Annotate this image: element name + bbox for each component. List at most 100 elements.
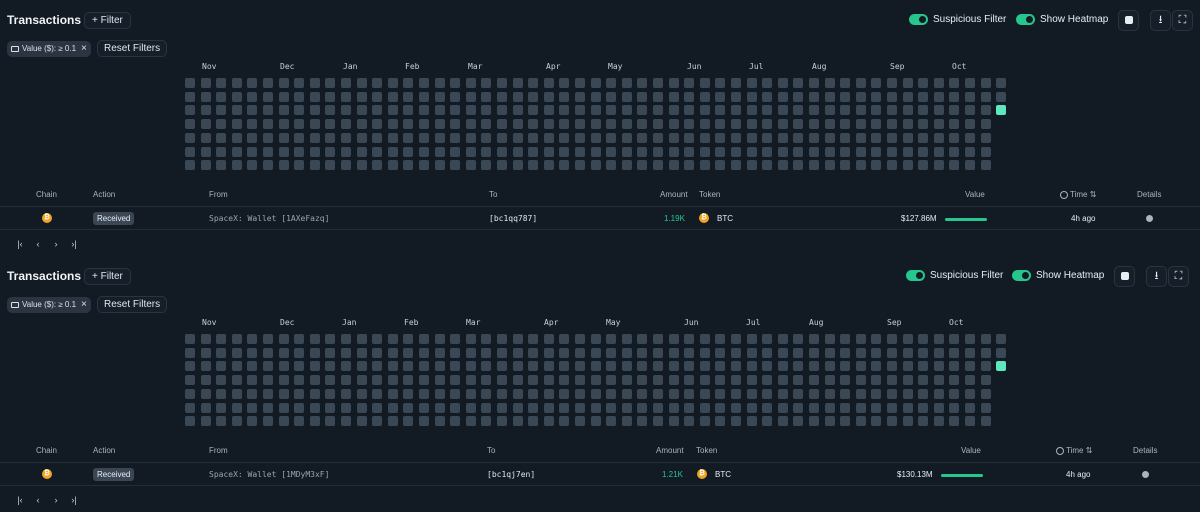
heatmap-cell[interactable] bbox=[871, 347, 882, 358]
heatmap-cell[interactable] bbox=[668, 132, 679, 143]
heatmap-cell[interactable] bbox=[200, 105, 211, 116]
heatmap-cell[interactable] bbox=[715, 160, 726, 171]
heatmap-cell[interactable] bbox=[621, 105, 632, 116]
heatmap-cell[interactable] bbox=[621, 402, 632, 413]
details-icon[interactable] bbox=[1146, 215, 1153, 222]
heatmap-cell[interactable] bbox=[528, 160, 539, 171]
heatmap-cell[interactable] bbox=[965, 146, 975, 157]
heatmap-cell[interactable] bbox=[965, 388, 975, 399]
heatmap-cell[interactable] bbox=[294, 91, 305, 102]
heatmap-cell[interactable] bbox=[949, 334, 960, 344]
heatmap-cell[interactable] bbox=[653, 402, 663, 413]
heatmap-cell[interactable] bbox=[746, 132, 757, 143]
heatmap-cell[interactable] bbox=[403, 146, 414, 157]
heatmap-cell[interactable] bbox=[621, 119, 632, 130]
heatmap-cell[interactable] bbox=[528, 416, 539, 427]
heatmap-cell[interactable] bbox=[824, 119, 835, 130]
heatmap-cell[interactable] bbox=[809, 146, 819, 157]
download-button[interactable]: ⭳ bbox=[1150, 10, 1171, 31]
heatmap-cell[interactable] bbox=[684, 334, 695, 344]
heatmap-cell[interactable] bbox=[465, 347, 476, 358]
heatmap-cell[interactable] bbox=[278, 146, 289, 157]
heatmap-cell[interactable] bbox=[543, 361, 554, 372]
heatmap-cell[interactable] bbox=[497, 375, 507, 386]
heatmap-cell[interactable] bbox=[949, 91, 960, 102]
heatmap-cell[interactable] bbox=[590, 388, 601, 399]
heatmap-cell[interactable] bbox=[325, 402, 336, 413]
heatmap-cell[interactable] bbox=[325, 78, 336, 88]
heatmap-cell[interactable] bbox=[341, 361, 351, 372]
heatmap-cell[interactable] bbox=[528, 388, 539, 399]
heatmap-cell[interactable] bbox=[980, 402, 991, 413]
heatmap-cell[interactable] bbox=[528, 375, 539, 386]
heatmap-cell[interactable] bbox=[450, 78, 461, 88]
heatmap-cell[interactable] bbox=[450, 91, 461, 102]
to-address[interactable]: [bc1qj7en] bbox=[487, 470, 536, 479]
heatmap-cell[interactable] bbox=[434, 119, 445, 130]
heatmap-cell[interactable] bbox=[637, 347, 648, 358]
heatmap-cell[interactable] bbox=[403, 105, 414, 116]
heatmap-cell[interactable] bbox=[606, 78, 617, 88]
heatmap-cell[interactable] bbox=[933, 388, 944, 399]
heatmap-cell[interactable] bbox=[434, 347, 445, 358]
heatmap-cell[interactable] bbox=[450, 375, 461, 386]
heatmap-cell[interactable] bbox=[434, 91, 445, 102]
heatmap-cell[interactable] bbox=[606, 146, 617, 157]
heatmap-cell[interactable] bbox=[575, 119, 585, 130]
heatmap-cell[interactable] bbox=[543, 105, 554, 116]
heatmap-cell[interactable] bbox=[606, 105, 617, 116]
heatmap-cell[interactable] bbox=[918, 146, 929, 157]
heatmap-cell[interactable] bbox=[840, 416, 851, 427]
heatmap-cell[interactable] bbox=[746, 334, 757, 344]
heatmap-cell[interactable] bbox=[278, 388, 289, 399]
heatmap-cell[interactable] bbox=[965, 91, 975, 102]
heatmap-cell[interactable] bbox=[621, 78, 632, 88]
heatmap-cell[interactable] bbox=[528, 334, 539, 344]
heatmap-cell[interactable] bbox=[699, 132, 710, 143]
heatmap-cell[interactable] bbox=[247, 160, 258, 171]
heatmap-cell[interactable] bbox=[294, 132, 305, 143]
heatmap-cell[interactable] bbox=[793, 105, 804, 116]
heatmap-cell[interactable] bbox=[996, 105, 1007, 116]
heatmap-cell[interactable] bbox=[731, 119, 741, 130]
heatmap-cell[interactable] bbox=[387, 361, 398, 372]
heatmap-cell[interactable] bbox=[590, 78, 601, 88]
heatmap-cell[interactable] bbox=[543, 91, 554, 102]
heatmap-cell[interactable] bbox=[434, 78, 445, 88]
heatmap-cell[interactable] bbox=[590, 132, 601, 143]
heatmap-cell[interactable] bbox=[497, 361, 507, 372]
heatmap-cell[interactable] bbox=[980, 91, 991, 102]
heatmap-cell[interactable] bbox=[668, 388, 679, 399]
heatmap-cell[interactable] bbox=[731, 334, 741, 344]
heatmap-cell[interactable] bbox=[231, 402, 242, 413]
heatmap-cell[interactable] bbox=[840, 388, 851, 399]
heatmap-cell[interactable] bbox=[372, 105, 383, 116]
heatmap-cell[interactable] bbox=[653, 347, 663, 358]
heatmap-cell[interactable] bbox=[278, 132, 289, 143]
heatmap-cell[interactable] bbox=[902, 347, 913, 358]
heatmap-cell[interactable] bbox=[918, 160, 929, 171]
heatmap-cell[interactable] bbox=[497, 334, 507, 344]
heatmap-cell[interactable] bbox=[356, 402, 367, 413]
heatmap-cell[interactable] bbox=[387, 402, 398, 413]
heatmap-cell[interactable] bbox=[450, 361, 461, 372]
heatmap-cell[interactable] bbox=[793, 146, 804, 157]
heatmap-cell[interactable] bbox=[762, 78, 773, 88]
heatmap-cell[interactable] bbox=[481, 146, 492, 157]
heatmap-cell[interactable] bbox=[497, 146, 507, 157]
heatmap-cell[interactable] bbox=[762, 334, 773, 344]
heatmap-cell[interactable] bbox=[731, 91, 741, 102]
heatmap-cell[interactable] bbox=[746, 402, 757, 413]
heatmap-cell[interactable] bbox=[450, 160, 461, 171]
heatmap-cell[interactable] bbox=[777, 91, 788, 102]
heatmap-cell[interactable] bbox=[387, 334, 398, 344]
heatmap-cell[interactable] bbox=[746, 375, 757, 386]
filter-chip[interactable]: Value ($): ≥ 0.1 × bbox=[7, 297, 91, 313]
heatmap-cell[interactable] bbox=[356, 119, 367, 130]
fullscreen-button[interactable]: ⛶ bbox=[1168, 266, 1189, 287]
heatmap-cell[interactable] bbox=[777, 347, 788, 358]
heatmap-cell[interactable] bbox=[387, 78, 398, 88]
heatmap-cell[interactable] bbox=[278, 78, 289, 88]
heatmap-cell[interactable] bbox=[871, 78, 882, 88]
heatmap-cell[interactable] bbox=[294, 78, 305, 88]
